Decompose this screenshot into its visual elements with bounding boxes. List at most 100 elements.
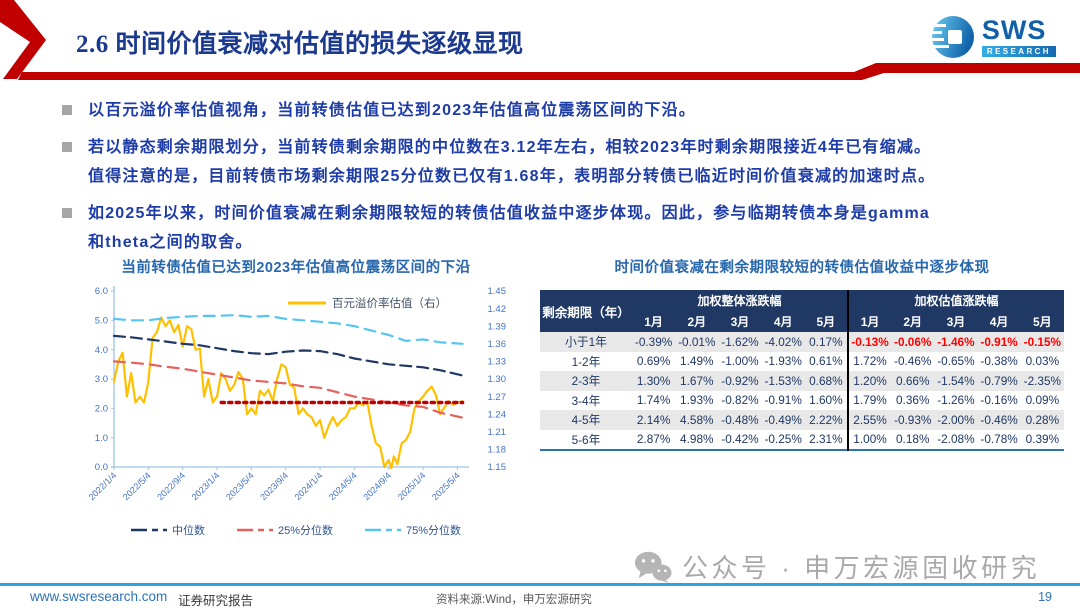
x-axis-label: 2024/9/4	[361, 470, 393, 502]
header-group-2: 加权估值涨跌幅	[846, 290, 1064, 311]
cell-valuation: -0.91%	[977, 332, 1021, 352]
cell-valuation: -1.54%	[934, 371, 978, 391]
header-month: 1月	[632, 311, 676, 332]
cell-overall: 1.60%	[809, 393, 843, 408]
cell-overall: 0.61%	[809, 354, 843, 369]
cell-overall: -0.48%	[718, 410, 762, 430]
cell-valuation: -0.06%	[891, 332, 935, 352]
cell-overall: 0.17%	[804, 332, 848, 352]
cell-overall: -0.39%	[632, 332, 676, 352]
x-axis-label: 2022/5/4	[121, 470, 153, 502]
header-month: 3月	[934, 311, 978, 332]
cell-valuation: 1.20%	[846, 371, 892, 391]
header-month: 4月	[761, 311, 805, 332]
cell-valuation: -0.65%	[937, 354, 975, 369]
cell-overall: -0.82%	[721, 393, 759, 408]
header-month: 3月	[718, 311, 762, 332]
cell-valuation: -0.13%	[846, 332, 892, 352]
cell-valuation: -2.00%	[934, 410, 978, 430]
cell-overall: -1.62%	[718, 332, 762, 352]
cell-valuation: 0.36%	[895, 393, 930, 408]
header-month: 4月	[977, 311, 1021, 332]
header-underline	[18, 63, 1080, 80]
table-block: 时间价值衰减在剩余期限较短的转债估值收益中逐步体现 剩余期限（年） 加权整体涨跌幅…	[540, 256, 1064, 451]
line-chart: 6.0 5.0 4.0 3.0 2.0 1.0 0.0 1.45 1.42 1.39 1.36 1.3…	[87, 286, 507, 502]
header-month: 2月	[675, 311, 719, 332]
cell-overall: -0.25%	[764, 432, 802, 447]
logo-brand: SWS	[981, 15, 1047, 46]
cell-overall: 2.22%	[804, 410, 848, 430]
x-axis-label: 2023/5/4	[224, 470, 256, 502]
row-label: 5-6年	[571, 432, 601, 447]
cell-overall: -1.00%	[721, 354, 759, 369]
right-axis-label: 1.39	[488, 321, 507, 332]
header-month: 2月	[891, 311, 935, 332]
legend-label: 中位数	[171, 525, 205, 537]
bullet-square-icon	[62, 105, 72, 115]
y-axis-label: 2.0	[95, 404, 108, 415]
bullet-text: 以百元溢价率估值视角，当前转债估值已达到2023年估值高位震荡区间的下沿。	[88, 102, 696, 119]
row-label: 2-3年	[540, 371, 632, 391]
cell-overall: -0.01%	[675, 332, 719, 352]
cell-valuation: -2.35%	[1020, 371, 1064, 391]
sws-logo: SWS RESEARCH	[928, 14, 1056, 60]
cell-valuation: -0.38%	[980, 354, 1018, 369]
header-month: 1月	[846, 311, 892, 332]
cell-overall: -1.93%	[764, 354, 802, 369]
cell-valuation: -0.46%	[977, 410, 1021, 430]
row-label: 1-2年	[571, 354, 601, 369]
cell-valuation: 0.03%	[1025, 354, 1060, 369]
bullet-item-3: 如2025年以来，时间价值衰减在剩余期限较短的转债估值收益中逐步体现。因此，参与…	[62, 199, 1067, 258]
y-axis-label: 5.0	[95, 316, 108, 327]
cell-overall: 1.74%	[636, 393, 671, 408]
cell-valuation: 1.79%	[846, 390, 892, 410]
x-axis-label: 2024/5/4	[327, 470, 359, 502]
table-row: 小于1年 -0.39% -0.01% -1.62% -4.02% 0.17% -0.13% -…	[540, 332, 1064, 352]
data-table: 剩余期限（年） 加权整体涨跌幅 加权估值涨跌幅 1月 2月 3月 4月 5月 1月 2月 3月 4月 5…	[540, 290, 1064, 451]
cell-overall: -0.42%	[721, 432, 759, 447]
chart-block: 当前转债估值已达到2023年估值高位震荡区间的下沿 6.0 5.0 4.0 3.0 2.…	[84, 256, 508, 538]
cell-overall: 0.69%	[636, 354, 671, 369]
right-axis-label: 1.18	[488, 445, 507, 456]
cell-overall: -0.49%	[761, 410, 805, 430]
bullet-text: 如2025年以来，时间价值衰减在剩余期限较短的转债估值收益中逐步体现。因此，参与…	[88, 204, 931, 252]
cell-overall: -0.91%	[764, 393, 802, 408]
watermark: 公众号 · 申万宏源固收研究	[634, 548, 1040, 585]
cell-valuation: 0.28%	[1020, 410, 1064, 430]
watermark-text: 公众号 · 申万宏源固收研究	[682, 553, 1041, 583]
legend-item-pct25: 25%分位数	[236, 522, 333, 538]
y-axis-label: 3.0	[95, 374, 108, 385]
right-axis-label: 1.45	[488, 286, 507, 297]
cell-valuation: -0.15%	[1020, 332, 1064, 352]
x-axis-label: 2023/1/4	[190, 470, 222, 502]
right-axis-label: 1.21	[488, 427, 507, 438]
bullet-square-icon	[62, 141, 72, 152]
cell-overall: -0.92%	[718, 371, 762, 391]
legend-swatch	[365, 528, 401, 532]
table-title: 时间价值衰减在剩余期限较短的转债估值收益中逐步体现	[614, 260, 990, 276]
cell-overall: 2.14%	[632, 410, 676, 430]
right-axis-label: 1.24	[488, 409, 507, 420]
cell-valuation: -1.46%	[934, 332, 978, 352]
cell-overall: 1.30%	[632, 371, 676, 391]
table-subheader-row: 1月 2月 3月 4月 5月 1月 2月 3月 4月 5月	[540, 311, 1064, 332]
right-axis-label: 1.27	[488, 392, 507, 403]
website-link[interactable]: www.swsresearch.com	[30, 589, 168, 604]
cell-valuation: -2.08%	[937, 432, 975, 447]
chart-title: 当前转债估值已达到2023年估值高位震荡区间的下沿	[121, 260, 471, 276]
header-month: 5月	[804, 311, 848, 332]
table-row: 5-6年 2.87% 4.98% -0.42% -0.25% 2.31% 1.00% 0.18…	[540, 429, 1064, 450]
legend-label: 75%分位数	[406, 525, 462, 537]
page-number: 19	[1038, 590, 1052, 604]
chart-bottom-legend: 中位数 25%分位数 75%分位数	[84, 522, 508, 538]
cell-overall: -1.53%	[761, 371, 805, 391]
page-title: 2.6 时间价值衰减对估值的损失逐级显现	[76, 31, 524, 58]
legend-swatch	[130, 528, 167, 532]
cell-valuation: -1.26%	[937, 393, 975, 408]
table-row: 4-5年 2.14% 4.58% -0.48% -0.49% 2.22% 2.55% -0.9…	[540, 410, 1064, 430]
row-label: 小于1年	[540, 332, 632, 352]
table-header-row: 剩余期限（年） 加权整体涨跌幅 加权估值涨跌幅	[540, 290, 1064, 332]
top-legend-label: 百元溢价率估值（右）	[332, 296, 447, 310]
right-axis-label: 1.15	[488, 462, 507, 473]
